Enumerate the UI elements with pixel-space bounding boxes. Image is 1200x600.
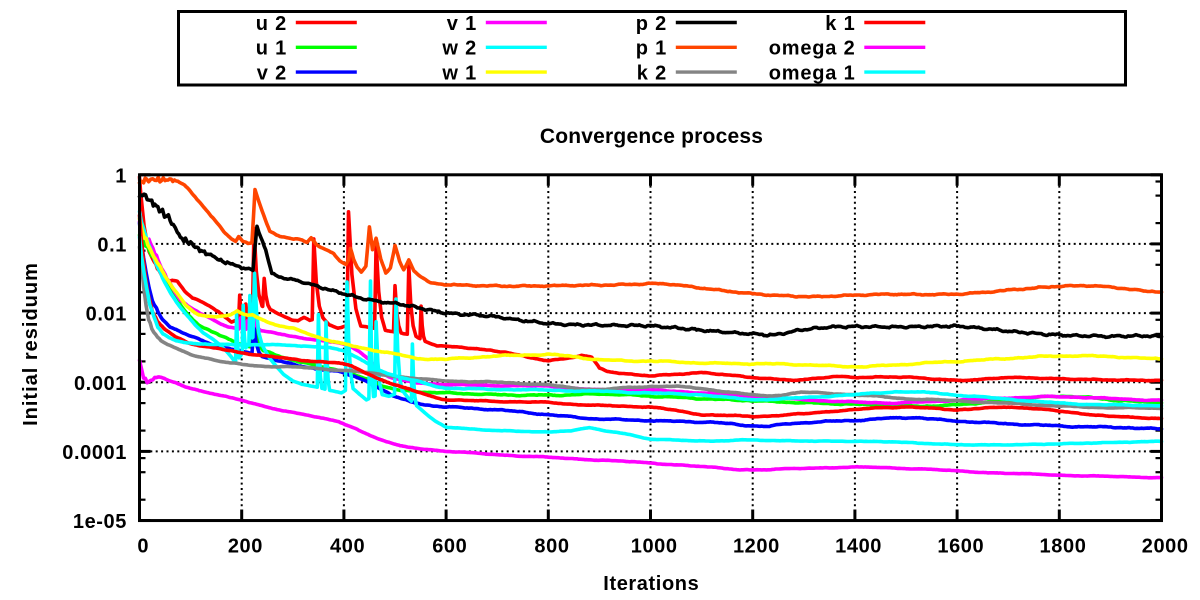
svg-text:1200: 1200 [733, 536, 780, 558]
svg-text:omega 1: omega 1 [769, 63, 856, 85]
svg-text:Initial residuum: Initial residuum [20, 262, 42, 426]
svg-text:omega 2: omega 2 [769, 38, 856, 60]
svg-text:u 2: u 2 [256, 13, 287, 35]
svg-text:1400: 1400 [835, 536, 882, 558]
svg-text:Convergence process: Convergence process [540, 125, 763, 148]
svg-text:0.1: 0.1 [97, 234, 127, 256]
svg-text:200: 200 [228, 536, 263, 558]
svg-text:v 1: v 1 [447, 13, 477, 35]
svg-text:1000: 1000 [631, 536, 678, 558]
svg-text:800: 800 [534, 536, 569, 558]
svg-text:1: 1 [115, 165, 127, 187]
svg-text:2000: 2000 [1142, 536, 1189, 558]
svg-text:1800: 1800 [1040, 536, 1087, 558]
svg-text:0.0001: 0.0001 [62, 442, 127, 464]
svg-text:u 1: u 1 [256, 38, 287, 60]
svg-text:k 2: k 2 [637, 63, 667, 85]
svg-text:1e-05: 1e-05 [73, 511, 127, 533]
svg-text:p 2: p 2 [636, 13, 667, 35]
svg-text:400: 400 [330, 536, 365, 558]
svg-text:1600: 1600 [937, 536, 984, 558]
svg-text:Iterations: Iterations [603, 573, 699, 595]
svg-text:0.01: 0.01 [86, 304, 127, 326]
svg-text:k 1: k 1 [825, 13, 855, 35]
svg-text:p 1: p 1 [636, 38, 667, 60]
svg-text:0: 0 [137, 536, 149, 558]
svg-text:w 2: w 2 [441, 38, 477, 60]
svg-text:0.001: 0.001 [74, 373, 127, 395]
svg-text:v 2: v 2 [257, 63, 287, 85]
svg-text:w 1: w 1 [441, 63, 477, 85]
svg-text:600: 600 [432, 536, 467, 558]
